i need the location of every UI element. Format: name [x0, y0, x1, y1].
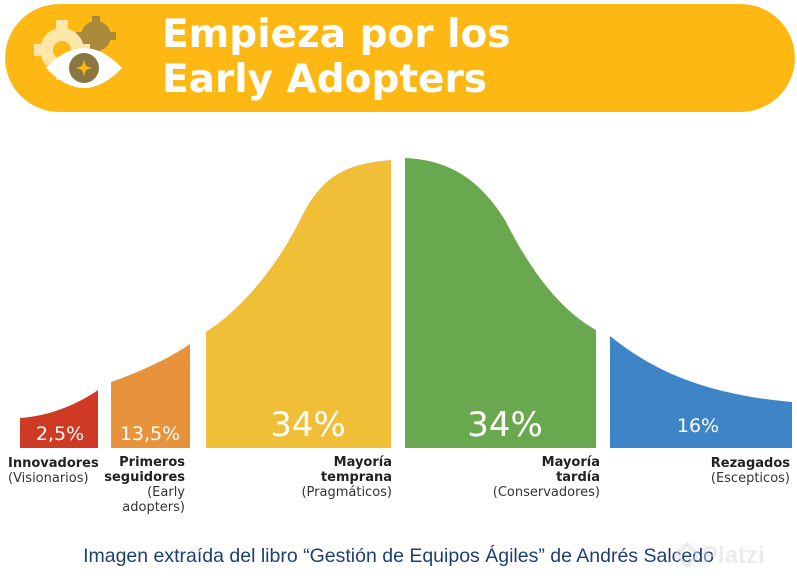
page-title: Empieza por los Early Adopters	[162, 12, 511, 102]
gears-eye-icon	[34, 16, 122, 88]
segment-name-line-2: tardía	[556, 470, 600, 485]
segment-name-line-2: seguidores	[104, 470, 185, 485]
platzi-watermark: Platzi	[672, 536, 797, 576]
title-line-2: Early Adopters	[162, 57, 487, 102]
segment-late-majority	[405, 158, 596, 448]
percent-late-majority: 34%	[467, 405, 543, 445]
label-early-adopters: Primeros seguidores (Early adopters)	[90, 455, 185, 515]
segment-name-line-1: Primeros	[119, 455, 185, 470]
label-late-majority: Mayoría tardía (Conservadores)	[470, 455, 600, 500]
segment-name: Rezagados	[710, 456, 790, 471]
segment-desc: (Pragmáticos)	[301, 485, 392, 500]
percent-laggards: 16%	[677, 415, 719, 437]
title-line-1: Empieza por los	[162, 12, 511, 57]
adoption-curve: 2,5% 13,5% 34% 34% 16%	[20, 158, 792, 448]
label-innovators: Innovadores (Visionarios)	[8, 456, 108, 486]
segment-desc: (Escepticos)	[710, 471, 790, 486]
watermark-text: Platzi	[702, 542, 765, 569]
segment-desc: (Conservadores)	[492, 485, 600, 500]
segment-laggards	[610, 336, 792, 448]
segment-desc: (Visionarios)	[8, 471, 89, 486]
segment-early-majority	[206, 160, 391, 448]
segment-name-line-2: temprana	[320, 470, 392, 485]
percent-innovators: 2,5%	[36, 423, 84, 445]
segment-innovators	[20, 390, 98, 448]
segment-desc-line-1: (Early	[147, 485, 185, 500]
segment-name-line-1: Mayoría	[541, 455, 600, 470]
percent-early-adopters: 13,5%	[120, 423, 180, 445]
segment-name-line-1: Mayoría	[333, 455, 392, 470]
percent-early-majority: 34%	[270, 405, 346, 445]
segment-name: Innovadores	[8, 456, 99, 471]
title-banner	[5, 4, 795, 112]
platzi-logo-icon	[674, 542, 700, 569]
label-early-majority: Mayoría temprana (Pragmáticos)	[280, 455, 392, 500]
segment-desc-line-2: adopters)	[122, 500, 185, 515]
segment-early-adopters	[111, 344, 190, 448]
image-caption: Imagen extraída del libro “Gestión de Eq…	[83, 545, 714, 567]
label-laggards: Rezagados (Escepticos)	[680, 456, 790, 486]
